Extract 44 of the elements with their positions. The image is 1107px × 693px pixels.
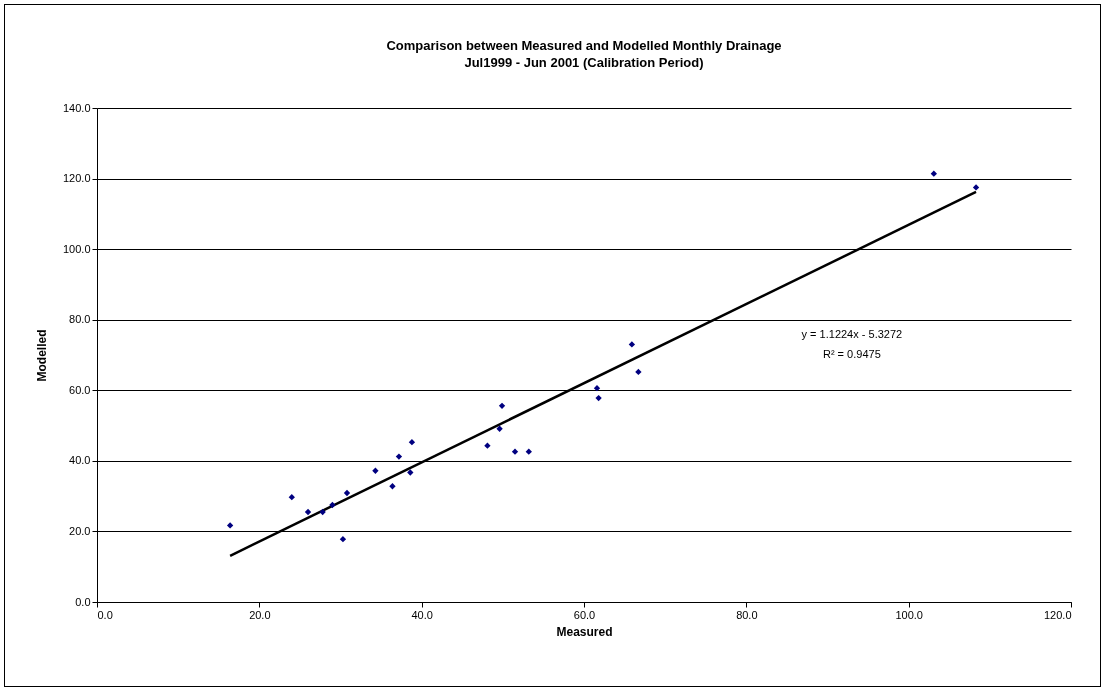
chart-title: Comparison between Measured and Modelled Monthly Drainage [386, 38, 782, 53]
point [389, 483, 396, 490]
point [628, 341, 636, 348]
annotation: y = 1.1224x - 5.3272 [801, 328, 903, 341]
y-axis-title: Modelled [34, 329, 49, 382]
point [343, 489, 351, 497]
point [593, 385, 601, 392]
y-tick-label: 60.0 [69, 383, 91, 396]
point [496, 425, 503, 432]
x-axis-title: Measured [556, 624, 613, 639]
annotation: R² = 0.9475 [822, 348, 881, 361]
y-tick-label: 120.0 [62, 172, 91, 185]
y-tick-label: 0.0 [75, 595, 91, 608]
point [408, 438, 416, 446]
point [635, 368, 642, 376]
x-tick-label: 60.0 [573, 608, 596, 621]
point [484, 442, 491, 449]
x-tick-label: 80.0 [736, 608, 758, 621]
x-tick-label: 40.0 [411, 608, 433, 621]
point [372, 467, 379, 474]
point [304, 508, 312, 516]
point [319, 508, 326, 516]
x-tick-label: 0.0 [97, 608, 113, 621]
point [595, 394, 602, 402]
y-tick-label: 100.0 [62, 242, 91, 255]
point [525, 448, 532, 455]
point [930, 170, 937, 177]
point [339, 536, 347, 543]
point [288, 494, 295, 501]
y-tick-label: 80.0 [69, 313, 91, 326]
y-tick-label: 140.0 [62, 101, 91, 114]
x-tick-label: 100.0 [895, 608, 923, 621]
x-tick-label: 120.0 [1043, 608, 1072, 621]
chart-subtitle: Jul1999 - Jun 2001 (Calibration Period) [464, 55, 704, 70]
point [498, 402, 506, 409]
point [329, 501, 336, 509]
point [226, 522, 234, 529]
point [407, 469, 414, 476]
y-tick-label: 40.0 [69, 454, 91, 467]
x-tick-label: 20.0 [249, 608, 271, 621]
point [511, 448, 519, 455]
point [972, 184, 980, 191]
y-tick-label: 20.0 [69, 524, 91, 537]
point [395, 453, 403, 460]
